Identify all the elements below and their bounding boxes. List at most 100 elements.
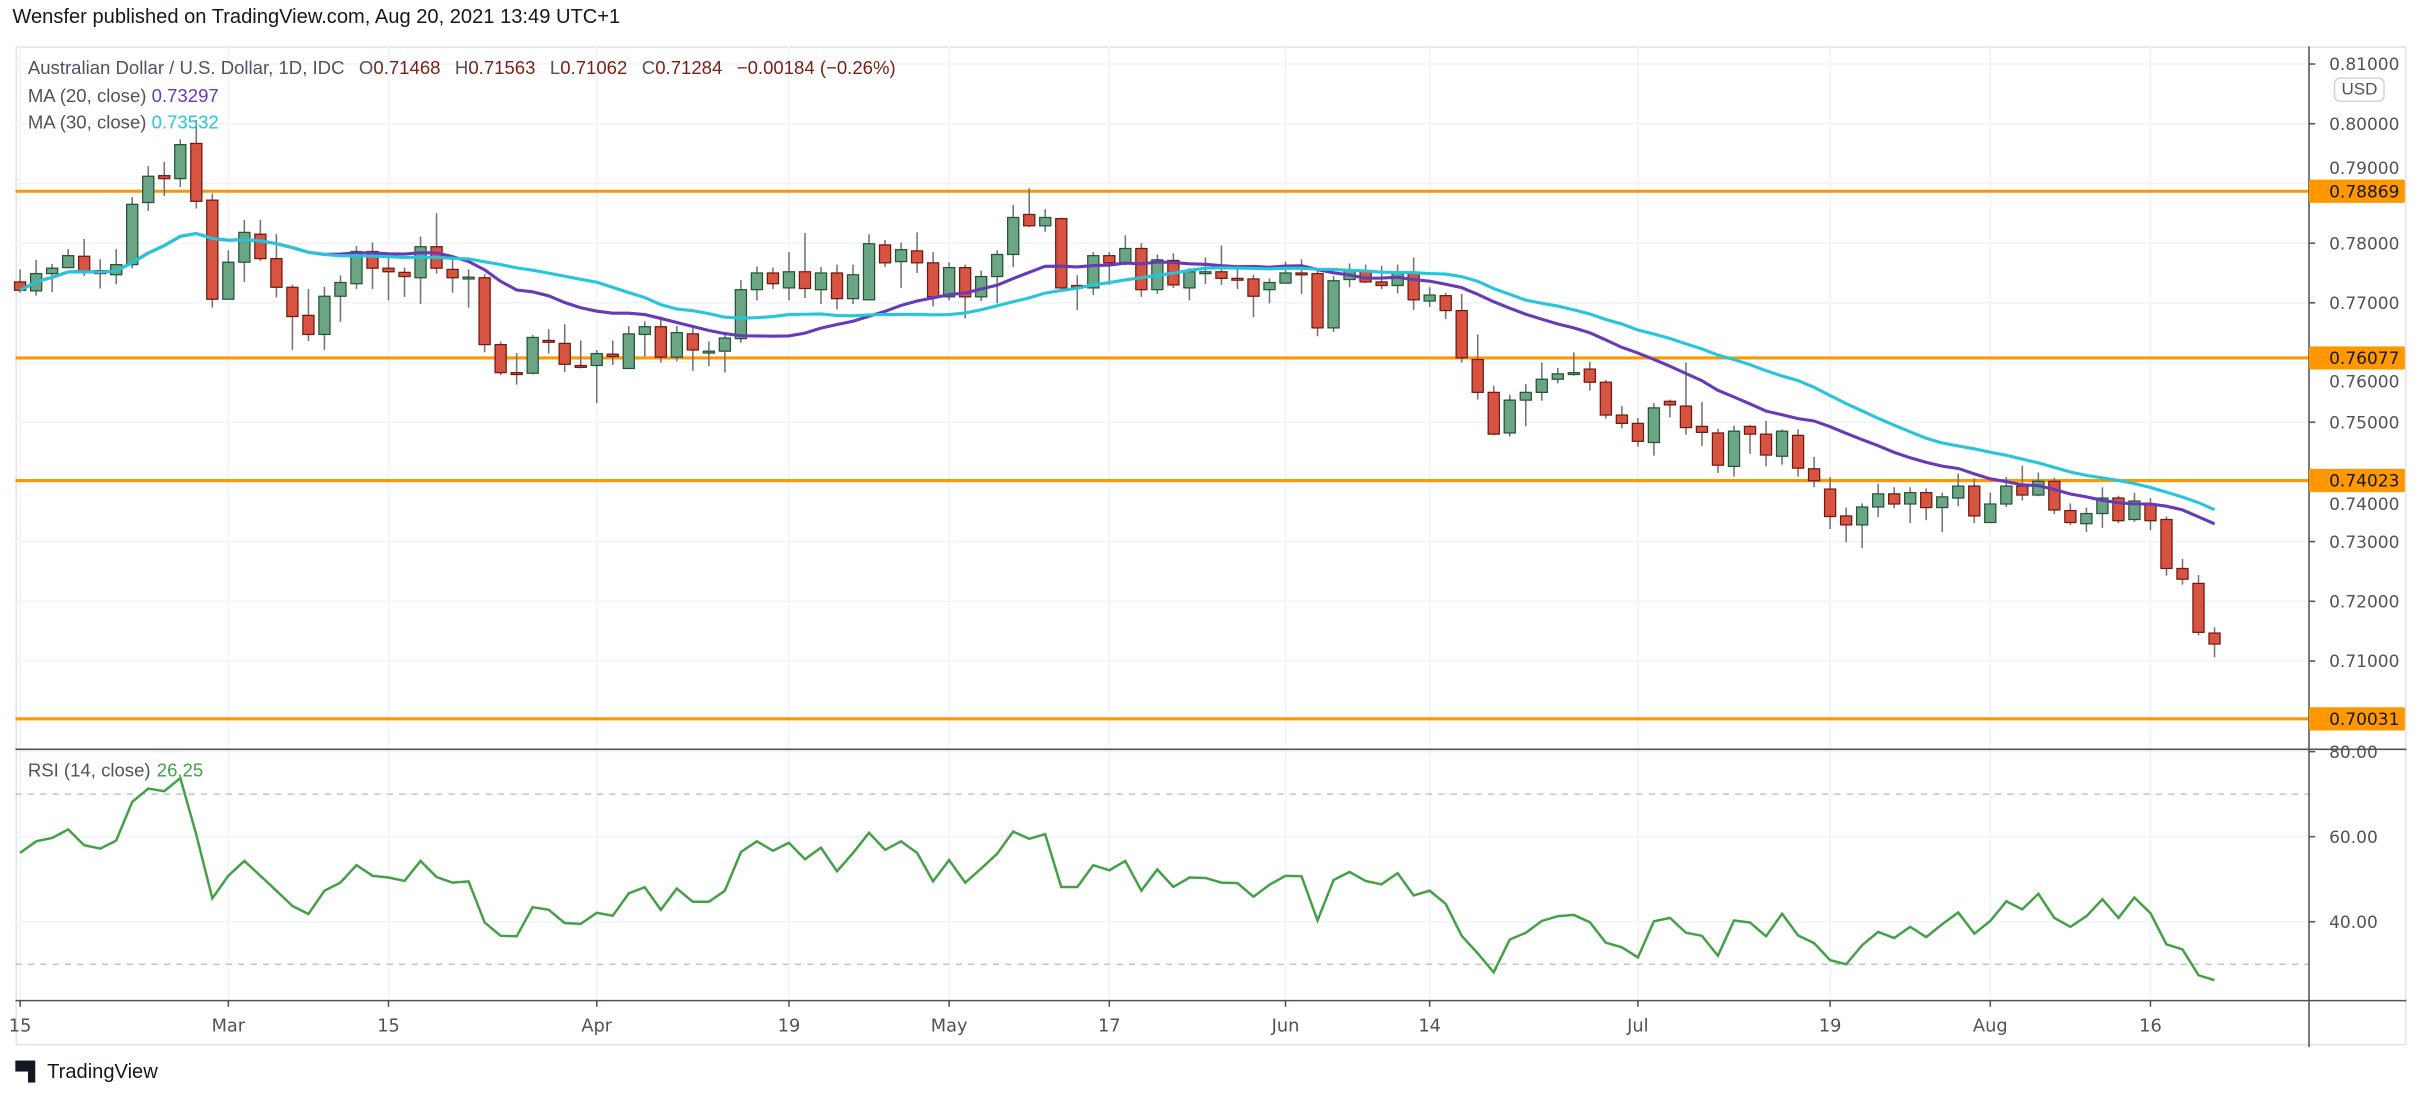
candle-body-up [702, 350, 716, 354]
candle [1567, 352, 1581, 376]
candle-body-down [1023, 213, 1036, 227]
candle [2096, 487, 2109, 528]
candle [1503, 394, 1516, 437]
candle-body-down [1215, 271, 1228, 279]
candle [494, 341, 507, 376]
price-tick-label: 0.73000 [2329, 533, 2399, 553]
candle [1920, 488, 1933, 521]
candle [1055, 217, 1068, 293]
candle-body-down [1407, 272, 1420, 301]
candle [750, 266, 764, 301]
candle-body-up [862, 243, 876, 301]
symbol-name: Australian Dollar / U.S. Dollar, 1D, IDC [27, 57, 345, 79]
candle-body-up [2080, 512, 2093, 525]
candle [1663, 399, 1677, 418]
brand-name: TradingView [47, 1059, 158, 1083]
candle [462, 269, 475, 308]
candle-body-down [190, 142, 203, 202]
candle-body-down [302, 314, 315, 336]
candle [1519, 384, 1532, 427]
candle [878, 240, 892, 267]
candle [2192, 575, 2205, 636]
candle [206, 193, 219, 308]
candle-body-down [606, 353, 619, 358]
footer-brand[interactable]: ▀▌ TradingView [15, 1059, 157, 1082]
candle [782, 252, 796, 301]
candle-body-down [2048, 480, 2061, 511]
candle-body-down [1055, 218, 1068, 289]
time-tick-label: 17 [1098, 1016, 1121, 1037]
candle-body-up [1647, 407, 1661, 444]
candle [2064, 503, 2077, 525]
candle-body-down [1135, 247, 1148, 291]
candle-body-down [558, 342, 571, 365]
time-tick-label: May [931, 1016, 968, 1037]
candle [1887, 487, 1901, 509]
candle-body-down [206, 199, 219, 300]
candle-body-down [1791, 434, 1805, 469]
candle [1247, 274, 1260, 318]
candle-body-down [1759, 433, 1773, 456]
ma30-legend[interactable]: MA (30, close) 0.73532 [28, 111, 219, 133]
candle [862, 234, 876, 301]
ma20-value: 0.73297 [151, 85, 219, 107]
candle-body-up [846, 274, 860, 300]
time-tick-label: Jul [1626, 1016, 1648, 1037]
horizontal-levels [15, 189, 2310, 721]
candle [1423, 287, 1436, 307]
candle [830, 264, 844, 310]
candle-body-down [1839, 515, 1853, 526]
chart-frame [15, 46, 2407, 1046]
tradingview-logo-icon: ▀▌ [15, 1060, 42, 1082]
candle [1471, 334, 1484, 400]
candle [798, 232, 812, 299]
high-value: 0.71563 [468, 57, 536, 79]
candle [1087, 252, 1100, 296]
candle [1231, 268, 1244, 290]
candle [894, 242, 908, 288]
candle [1167, 253, 1180, 288]
candle [1535, 362, 1548, 401]
candle-body-up [126, 203, 139, 266]
candle [654, 316, 668, 363]
candle [2160, 516, 2173, 576]
candle-body-up [1567, 372, 1581, 376]
candle [1695, 401, 1709, 447]
symbol-legend[interactable]: Australian Dollar / U.S. Dollar, 1D, IDC… [28, 57, 896, 79]
candle-body-up [1423, 294, 1436, 302]
candle-body-down [1615, 414, 1629, 425]
currency-button[interactable]: USD [2333, 77, 2386, 103]
price-tick-label: 0.79000 [2329, 159, 2399, 179]
candle [1135, 243, 1148, 297]
candle [1599, 379, 1613, 419]
candle [238, 219, 251, 282]
time-tick-label: Jun [1271, 1016, 1300, 1037]
candle [1823, 477, 1837, 530]
time-tick-label: 14 [1418, 1016, 1441, 1037]
level-price-text: 0.76077 [2329, 349, 2399, 369]
candle [1039, 209, 1052, 232]
candle-body-up [174, 144, 187, 180]
ma30-line [19, 231, 2216, 512]
candle-body-down [1583, 368, 1597, 383]
candle-body-down [1455, 309, 1468, 359]
time-tick-label: 15 [377, 1016, 400, 1037]
candle [814, 266, 828, 305]
ma20-legend[interactable]: MA (20, close) 0.73297 [28, 85, 219, 107]
candle [1631, 418, 1645, 447]
candle [1791, 429, 1805, 477]
level-price-label [2309, 468, 2405, 493]
candle-body-down [77, 255, 91, 272]
candle-body-down [398, 271, 411, 278]
rsi-legend[interactable]: RSI (14, close) 26.25 [28, 759, 203, 781]
candle [702, 341, 716, 367]
candle [1311, 270, 1324, 337]
candle-body-down [878, 244, 892, 264]
open-value: 0.71468 [373, 57, 441, 79]
candle [991, 250, 1004, 304]
candle [478, 274, 491, 353]
candle-body-down [654, 326, 668, 358]
candle-body-up [1871, 493, 1885, 508]
axes[interactable]: 0.81000 0.80000 0.79000 0.78000 0.77000 0.760… [9, 46, 2407, 1048]
